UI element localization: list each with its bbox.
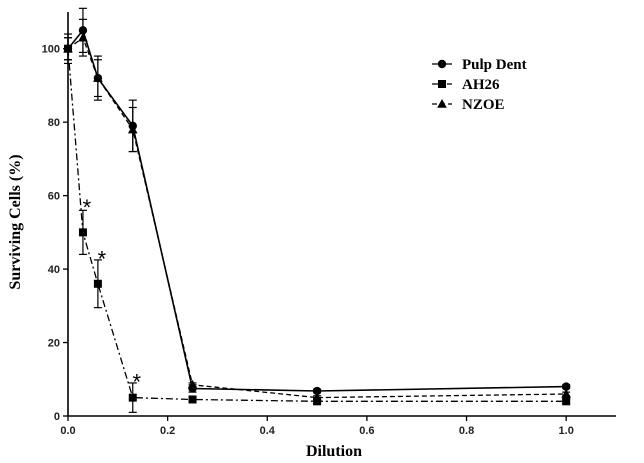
data-point-ah26 [128,393,137,402]
legend-marker-pulp-dent [437,59,447,69]
legend-marker-ah26 [438,80,446,88]
data-point-ah26 [78,228,87,237]
significance-marker: * [83,195,92,220]
data-point-nzoe [63,43,73,53]
data-point-nzoe [187,379,198,389]
x-tick-label: 0.0 [60,425,75,437]
significance-marker: * [98,246,107,271]
x-tick-label: 0.2 [160,425,175,437]
data-point-pulp-dent [561,382,571,391]
x-tick-label: 1.0 [559,425,574,437]
legend-label-pulp-dent: Pulp Dent [462,57,527,73]
data-point-ah26 [188,395,197,404]
data-point-nzoe [561,388,571,398]
x-axis-title: Dilution [306,443,362,460]
data-point-ah26 [93,279,102,288]
data-point-pulp-dent [312,386,322,396]
data-point-ah26 [562,397,571,406]
significance-marker: * [132,369,141,394]
x-tick-label: 0.4 [260,425,276,437]
y-tick-label: 0 [54,411,60,423]
data-point-nzoe [93,73,103,82]
x-tick-label: 0.8 [459,425,474,437]
legend-marker-nzoe [437,99,447,108]
y-tick-label: 80 [48,117,60,129]
y-tick-label: 20 [48,338,60,350]
y-tick-label: 40 [48,264,60,276]
data-point-nzoe [312,392,322,402]
data-point-nzoe [127,124,138,134]
legend-label-ah26: AH26 [462,77,500,93]
y-axis-title: Surviving Cells (%) [7,154,24,289]
legend-label-nzoe: NZOE [462,97,505,113]
data-point-nzoe [78,32,88,42]
x-tick-label: 0.6 [359,425,374,437]
y-tick-label: 100 [42,44,60,56]
y-tick-label: 60 [48,191,60,203]
